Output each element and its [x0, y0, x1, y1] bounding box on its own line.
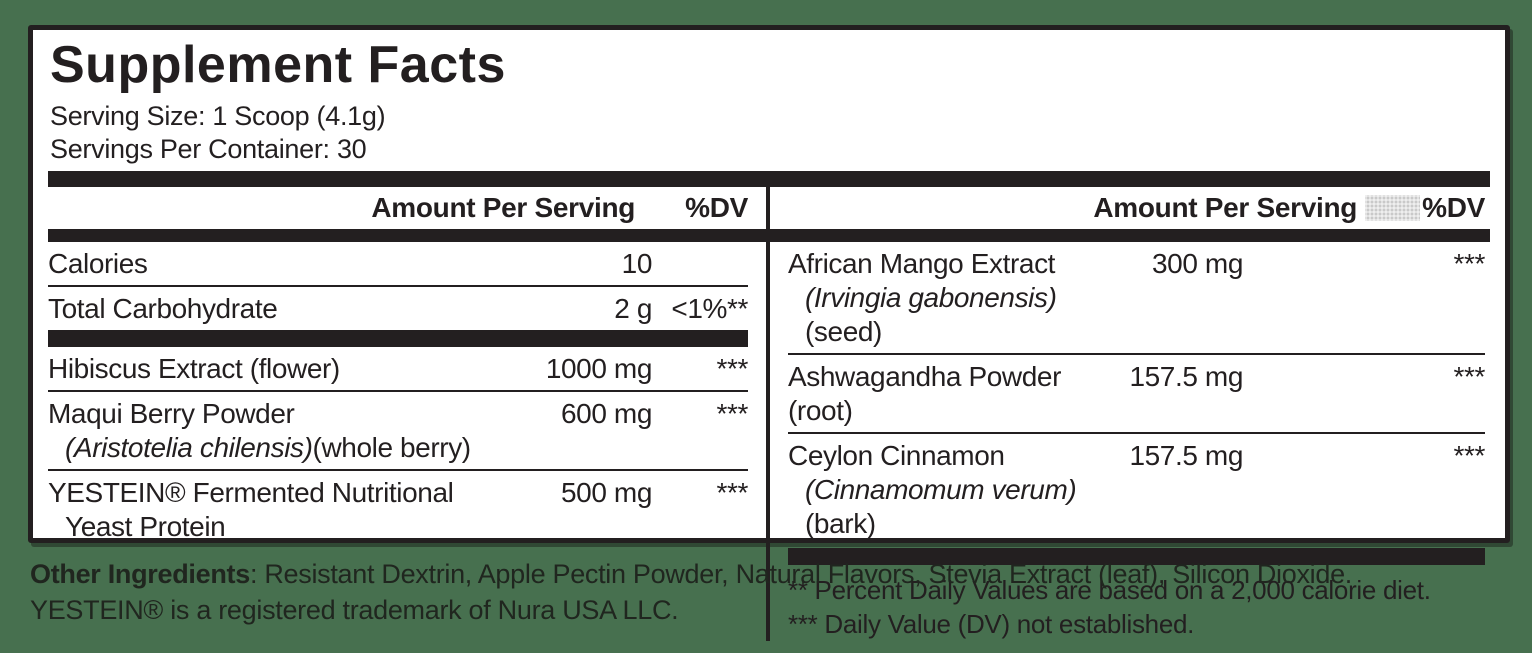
left-column: Amount Per Serving %DV Calories 10 Total… [48, 187, 766, 641]
table-row-maqui-berry: Maqui Berry Powder (Aristotelia chilensi… [48, 392, 748, 471]
row-dv: *** [1453, 361, 1486, 392]
table-row-african-mango: African Mango Extract (Irvingia gabonens… [788, 242, 1485, 355]
other-ingredients-label: Other Ingredients [30, 559, 250, 589]
right-column: Amount Per Serving %DV African Mango Ext… [770, 187, 1490, 641]
plant-part: (bark) [805, 508, 876, 539]
other-ingredients-text: : Resistant Dextrin, Apple Pectin Powder… [249, 559, 1353, 589]
table-row-ceylon-cinnamon: Ceylon Cinnamon (Cinnamomum verum)(bark)… [788, 434, 1485, 545]
row-dv: *** [1453, 440, 1486, 471]
row-name: African Mango Extract (Irvingia gabonens… [788, 247, 1083, 349]
left-header-divider-bar [48, 229, 766, 242]
row-name: Hibiscus Extract (flower) [48, 353, 340, 384]
right-column-header: Amount Per Serving %DV [788, 187, 1485, 229]
row-name: Calories [48, 248, 148, 279]
row-amount: 10 [621, 248, 653, 279]
row-name-main: Ceylon Cinnamon [788, 440, 1005, 471]
row-amount: 300 mg [1152, 248, 1243, 279]
latin-name: (Aristotelia chilensis) [65, 432, 313, 463]
serving-size: Serving Size: 1 Scoop (4.1g) [50, 101, 386, 131]
left-column-header: Amount Per Serving %DV [48, 187, 748, 229]
latin-name: (Irvingia gabonensis) [805, 282, 1057, 313]
row-dv: *** [716, 353, 749, 384]
facts-table: Amount Per Serving %DV Calories 10 Total… [33, 171, 1505, 641]
top-divider-bar [48, 171, 1490, 187]
row-dv: <1%** [671, 293, 748, 324]
row-amount: 600 mg [561, 398, 652, 429]
row-amount: 2 g [614, 293, 652, 324]
right-header-divider-bar [770, 229, 1490, 242]
row-name: Ashwagandha Powder (root) [788, 361, 1061, 426]
left-header-amount-label: Amount Per Serving [371, 192, 636, 223]
row-amount: 157.5 mg [1129, 440, 1243, 471]
mid-divider-bar [48, 330, 748, 347]
table-row-calories: Calories 10 [48, 242, 748, 287]
table-row-hibiscus-extract: Hibiscus Extract (flower) 1000 mg *** [48, 347, 748, 392]
row-dv: *** [716, 477, 749, 508]
row-dv: *** [1453, 248, 1486, 279]
center-column-divider [766, 187, 770, 641]
left-header-dv-label: %DV [685, 192, 748, 223]
footnote-percent-dv: ** Percent Daily Values are based on a 2… [788, 575, 1431, 605]
row-amount: 157.5 mg [1129, 361, 1243, 392]
table-row-ashwagandha: Ashwagandha Powder (root) 157.5 mg *** [788, 355, 1485, 434]
table-row-total-carbohydrate: Total Carbohydrate 2 g <1%** [48, 287, 748, 330]
row-dv: *** [716, 398, 749, 429]
footnote-dv-not-established: *** Daily Value (DV) not established. [788, 609, 1195, 639]
plant-part: (whole berry) [312, 432, 472, 463]
row-name-main: YESTEIN® Fermented Nutritional [48, 477, 454, 508]
servings-per-container: Servings Per Container: 30 [50, 134, 367, 164]
trademark-line: YESTEIN® is a registered trademark of Nu… [30, 595, 679, 625]
row-name: Total Carbohydrate [48, 293, 278, 324]
row-name-subline: (Cinnamomum verum)(bark) [805, 473, 1083, 541]
table-columns: Amount Per Serving %DV Calories 10 Total… [48, 187, 1490, 641]
right-header-amount-label: Amount Per Serving [1093, 192, 1358, 223]
supplement-facts-panel: Supplement Facts Serving Size: 1 Scoop (… [28, 25, 1510, 641]
footnote-divider-bar [788, 548, 1485, 565]
row-name-subline: Yeast Protein [65, 510, 522, 544]
panel-title: Supplement Facts [50, 36, 506, 94]
row-name: YESTEIN® Fermented Nutritional Yeast Pro… [48, 476, 522, 544]
latin-name: (Cinnamomum verum) [805, 474, 1077, 505]
right-header-dv-label: %DV [1422, 192, 1485, 223]
table-row-yestein: YESTEIN® Fermented Nutritional Yeast Pro… [48, 471, 748, 548]
other-ingredients-line: Other Ingredients: Resistant Dextrin, Ap… [30, 558, 1352, 590]
row-name: Ceylon Cinnamon (Cinnamomum verum)(bark) [788, 439, 1083, 541]
row-amount: 1000 mg [545, 353, 653, 384]
gray-placeholder-box [1365, 195, 1421, 221]
row-name: Maqui Berry Powder (Aristotelia chilensi… [48, 397, 522, 465]
row-name-subline: (Irvingia gabonensis)(seed) [805, 281, 1083, 349]
row-name-sub-text: Yeast Protein [65, 511, 226, 542]
row-name-main: Maqui Berry Powder [48, 398, 295, 429]
row-name-main: African Mango Extract [788, 248, 1056, 279]
plant-part: (seed) [805, 316, 882, 347]
row-amount: 500 mg [561, 477, 652, 508]
row-name-subline: (Aristotelia chilensis)(whole berry) [65, 431, 522, 465]
